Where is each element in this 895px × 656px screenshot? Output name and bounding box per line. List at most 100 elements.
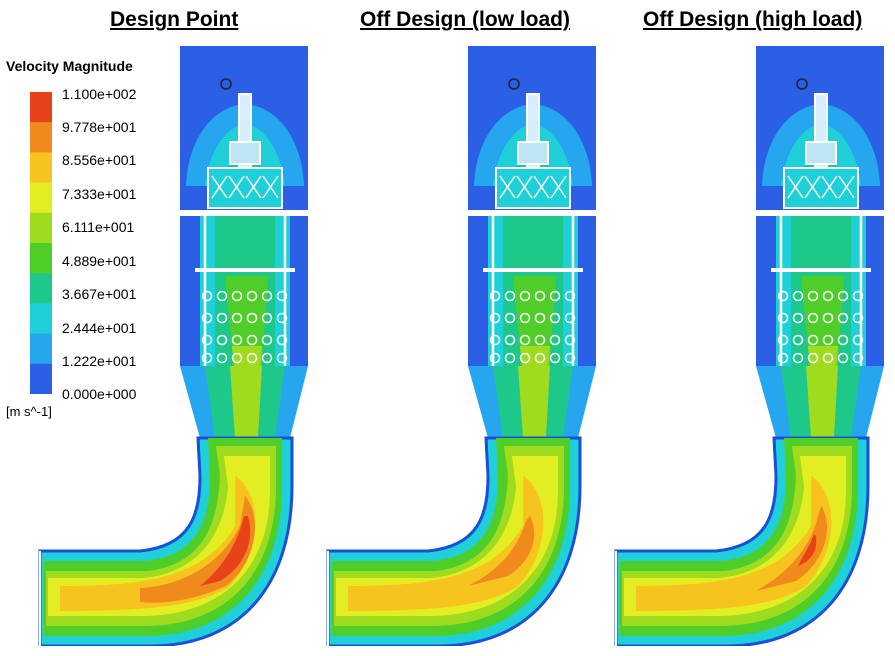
dilution-hole (276, 312, 288, 324)
dilution-hole (792, 312, 804, 324)
dilution-hole (231, 352, 243, 364)
legend-swatch (30, 333, 52, 365)
panel-title-off-design-high: Off Design (high load) (643, 8, 863, 31)
dilution-hole (792, 334, 804, 346)
legend-tick: 1.222e+001 (62, 353, 137, 369)
dilution-hole (852, 352, 864, 364)
dilution-hole (822, 352, 834, 364)
elbow-peak (756, 506, 828, 591)
dilution-hole (231, 334, 243, 346)
dilution-hole (549, 312, 561, 324)
elbow-max (798, 534, 817, 566)
dilution-hole (519, 352, 531, 364)
dilution-hole (519, 290, 531, 302)
dome-plate (180, 210, 308, 216)
dilution-hole (246, 290, 258, 302)
casing-taper-core (230, 366, 262, 438)
dilution-hole (777, 290, 789, 302)
dilution-hole (261, 312, 273, 324)
dilution-hole (246, 312, 258, 324)
dilution-hole (837, 352, 849, 364)
injector-head (517, 141, 549, 165)
dilution-hole (549, 290, 561, 302)
dilution-hole (216, 352, 228, 364)
dilution-hole (201, 352, 213, 364)
dilution-hole (822, 334, 834, 346)
dilution-hole (837, 290, 849, 302)
dilution-hole (837, 312, 849, 324)
dilution-hole (489, 334, 501, 346)
dilution-hole (261, 334, 273, 346)
dilution-hole (837, 334, 849, 346)
dilution-hole (792, 352, 804, 364)
dilution-hole (489, 290, 501, 302)
dilution-hole (504, 312, 516, 324)
swirler-vane (499, 175, 516, 199)
legend-tick: 9.778e+001 (62, 119, 137, 135)
liner-flange (771, 268, 871, 272)
dilution-hole (276, 290, 288, 302)
elbow-max (200, 516, 251, 586)
dilution-hole (246, 352, 258, 364)
dome-plate (468, 210, 596, 216)
dilution-hole (246, 334, 258, 346)
liner-flange (483, 268, 583, 272)
dilution-hole (852, 290, 864, 302)
dilution-hole (276, 352, 288, 364)
legend-color-bar (30, 92, 52, 394)
dilution-hole (807, 352, 819, 364)
dilution-hole (261, 352, 273, 364)
swirler-vane (550, 175, 567, 199)
legend-tick: 4.889e+001 (62, 253, 137, 269)
dilution-hole (852, 334, 864, 346)
dilution-hole (231, 312, 243, 324)
dilution-hole (564, 290, 576, 302)
dome-plate (756, 210, 884, 216)
injector-head (229, 141, 261, 165)
probe-circle (220, 78, 232, 90)
legend-tick: 8.556e+001 (62, 152, 137, 168)
dilution-hole (807, 312, 819, 324)
legend-tick: 2.444e+001 (62, 320, 137, 336)
dilution-hole (807, 290, 819, 302)
dilution-hole (777, 312, 789, 324)
swirler-vane (838, 175, 855, 199)
legend-swatch (30, 92, 52, 123)
swirler-vane (787, 175, 804, 199)
dilution-hole (231, 290, 243, 302)
dilution-hole (504, 352, 516, 364)
dilution-hole (807, 334, 819, 346)
swirler-vane (228, 175, 245, 199)
dilution-hole (564, 352, 576, 364)
dilution-hole (519, 334, 531, 346)
legend-swatch (30, 212, 52, 244)
legend-tick: 6.111e+001 (62, 219, 135, 235)
probe-circle (796, 78, 808, 90)
dilution-hole (792, 290, 804, 302)
panel-title-design-point: Design Point (110, 8, 239, 31)
dilution-hole (504, 290, 516, 302)
legend-swatch (30, 273, 52, 304)
dilution-hole (534, 290, 546, 302)
probe-circle (508, 78, 520, 90)
legend-swatch (30, 303, 52, 335)
legend-swatch (30, 243, 52, 274)
swirler-vane (262, 175, 279, 199)
elbow-peak (468, 516, 535, 586)
swirler-vane (516, 175, 533, 199)
dilution-hole (852, 312, 864, 324)
legend-title: Velocity Magnitude (6, 58, 133, 74)
dilution-hole (534, 334, 546, 346)
casing-taper-core (518, 366, 550, 438)
dilution-hole (519, 312, 531, 324)
dilution-hole (549, 334, 561, 346)
dilution-hole (489, 352, 501, 364)
legend-tick: 0.000e+000 (62, 386, 137, 402)
legend-tick: 1.100e+002 (62, 86, 137, 102)
injector-head (805, 141, 837, 165)
swirler-vane (804, 175, 821, 199)
legend-swatch (30, 122, 52, 153)
dilution-hole (261, 290, 273, 302)
dilution-hole (276, 334, 288, 346)
dilution-hole (216, 290, 228, 302)
